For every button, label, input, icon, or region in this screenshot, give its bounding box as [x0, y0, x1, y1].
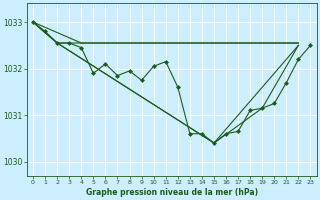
X-axis label: Graphe pression niveau de la mer (hPa): Graphe pression niveau de la mer (hPa) [86, 188, 258, 197]
